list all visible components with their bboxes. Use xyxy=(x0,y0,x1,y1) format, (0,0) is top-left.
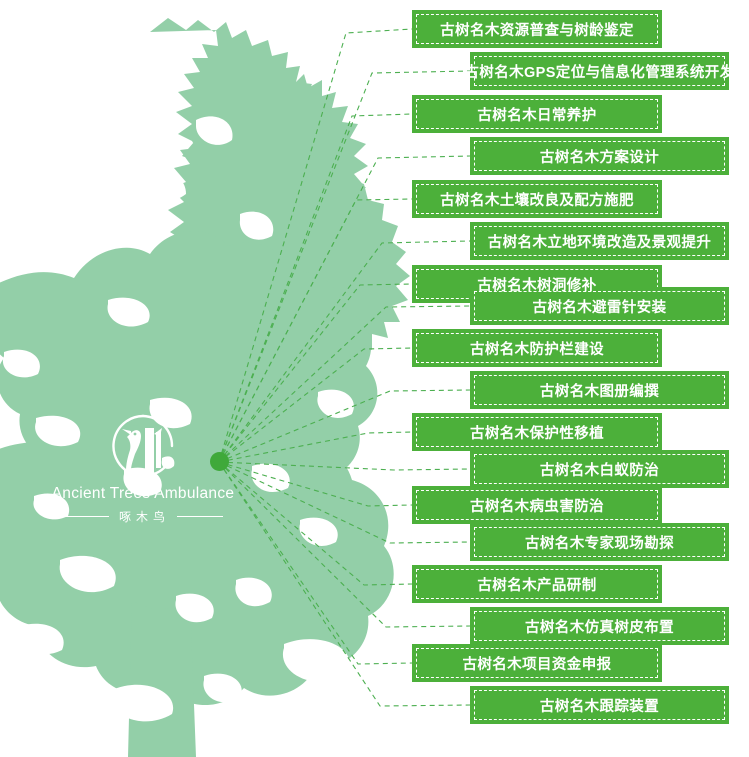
radial-hub-node xyxy=(210,452,229,471)
service-box-14[interactable]: 古树名木专家现场勘探 xyxy=(470,523,729,561)
service-box-10[interactable]: 古树名木图册编撰 xyxy=(470,371,729,409)
service-box-label: 古树名木方案设计 xyxy=(539,149,660,166)
service-box-2[interactable]: 古树名木GPS定位与信息化管理系统开发 xyxy=(464,52,734,90)
service-box-8[interactable]: 古树名木避雷针安装 xyxy=(470,287,729,325)
brand-logo: Ancient Trees Ambulance 啄木鸟 xyxy=(48,412,238,525)
connector-line-13 xyxy=(218,461,413,507)
service-box-dashed-border xyxy=(474,291,725,321)
service-box-dashed-border xyxy=(474,611,725,641)
service-box-dashed-border xyxy=(416,14,658,44)
service-box-label: 古树名木避雷针安装 xyxy=(532,299,667,316)
service-box-dashed-border xyxy=(474,141,725,171)
service-box-4[interactable]: 古树名木方案设计 xyxy=(470,137,729,175)
service-box-label: 古树名木树洞修补 xyxy=(477,277,597,294)
service-box-label: 古树名木土壤改良及配方施肥 xyxy=(440,192,634,209)
brand-subtitle-cn: 啄木鸟 xyxy=(118,509,170,524)
service-box-dashed-border xyxy=(416,490,658,520)
service-box-16[interactable]: 古树名木仿真树皮布置 xyxy=(470,607,729,645)
service-box-label: 古树名木保护性移植 xyxy=(469,425,605,442)
subtitle-rule-left xyxy=(62,515,109,517)
connector-line-7 xyxy=(218,283,413,463)
service-box-18[interactable]: 古树名木跟踪装置 xyxy=(470,686,729,724)
connector-line-11 xyxy=(218,431,413,463)
service-box-1[interactable]: 古树名木资源普查与树龄鉴定 xyxy=(412,10,662,48)
service-box-dashed-border xyxy=(474,454,725,484)
service-box-3[interactable]: 古树名木日常养护 xyxy=(412,95,662,133)
service-box-dashed-border xyxy=(416,417,658,447)
service-box-dashed-border xyxy=(416,99,658,129)
service-box-6[interactable]: 古树名木立地环境改造及景观提升 xyxy=(470,222,729,260)
subtitle-rule-right xyxy=(177,515,223,517)
service-box-15[interactable]: 古树名木产品研制 xyxy=(412,565,662,603)
connector-line-1 xyxy=(218,28,413,463)
woodpecker-tree-emblem-icon xyxy=(112,414,175,478)
service-box-label: 古树名木立地环境改造及景观提升 xyxy=(487,234,712,251)
service-box-9[interactable]: 古树名木防护栏建设 xyxy=(412,329,662,367)
service-box-label: 古树名木防护栏建设 xyxy=(469,341,605,358)
service-box-label: 古树名木产品研制 xyxy=(477,577,597,594)
service-box-label: 古树名木仿真树皮布置 xyxy=(525,619,674,636)
service-box-dashed-border xyxy=(416,333,658,363)
service-box-label: 古树名木图册编撰 xyxy=(539,383,660,400)
service-box-label: 古树名木跟踪装置 xyxy=(539,698,660,715)
brand-subtitle-row: 啄木鸟 xyxy=(48,508,238,525)
service-box-label: 古树名木专家现场勘探 xyxy=(525,535,674,552)
connector-line-9 xyxy=(218,347,413,463)
connector-line-15 xyxy=(218,461,413,586)
service-box-label: 古树名木GPS定位与信息化管理系统开发 xyxy=(464,64,735,81)
connector-line-3 xyxy=(218,113,413,463)
service-box-dashed-border xyxy=(474,375,725,405)
service-box-dashed-border xyxy=(416,569,658,599)
tree-trunk xyxy=(128,600,196,757)
service-box-dashed-border xyxy=(474,527,725,557)
service-box-label: 古树名木白蚁防治 xyxy=(539,462,660,479)
service-box-dashed-border xyxy=(416,648,658,678)
service-box-12[interactable]: 古树名木白蚁防治 xyxy=(470,450,729,488)
service-box-dashed-border xyxy=(474,56,725,86)
brand-wordmark: Ancient Trees Ambulance xyxy=(51,485,235,502)
connector-line-12 xyxy=(218,461,471,471)
service-box-label: 古树名木日常养护 xyxy=(477,107,597,124)
service-box-label: 古树名木病虫害防治 xyxy=(469,498,605,515)
service-box-label: 古树名木项目资金申报 xyxy=(462,656,612,673)
tree-silhouette-shape xyxy=(150,18,410,370)
service-box-17[interactable]: 古树名木项目资金申报 xyxy=(412,644,662,682)
service-box-label: 古树名木资源普查与树龄鉴定 xyxy=(440,22,634,39)
connector-line-17 xyxy=(218,461,413,665)
service-box-dashed-border xyxy=(474,690,725,720)
connector-line-5 xyxy=(218,198,413,463)
service-box-dashed-border xyxy=(416,184,658,214)
service-box-11[interactable]: 古树名木保护性移植 xyxy=(412,413,662,451)
service-box-5[interactable]: 古树名木土壤改良及配方施肥 xyxy=(412,180,662,218)
service-box-13[interactable]: 古树名木病虫害防治 xyxy=(412,486,662,524)
ancient-tree-illustration xyxy=(0,18,410,757)
service-box-dashed-border xyxy=(474,226,725,256)
